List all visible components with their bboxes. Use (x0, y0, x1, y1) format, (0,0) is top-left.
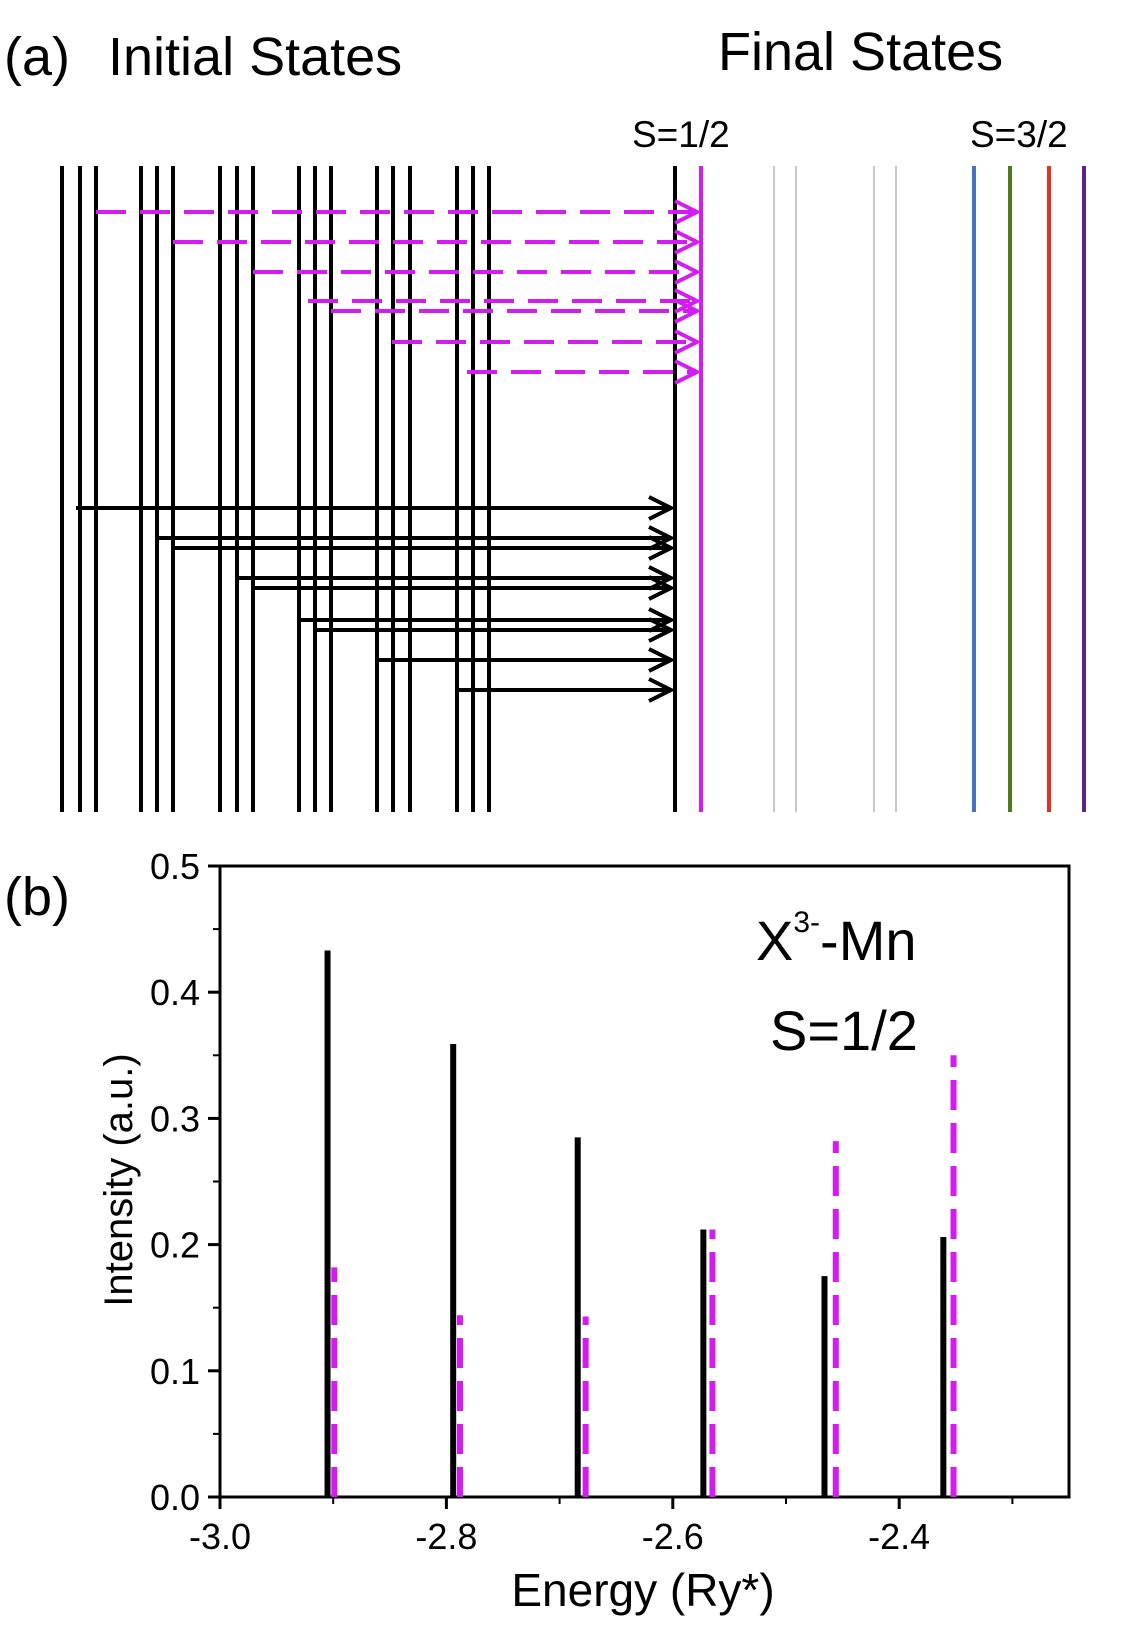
dashed-transition-arrow (467, 359, 702, 385)
species-annotation: X3--Mn (756, 906, 917, 972)
y-axis-label: Intensity (a.u.) (97, 1053, 141, 1306)
x-tick-label: -2.8 (415, 1516, 477, 1557)
solid-transition-arrow (299, 607, 676, 633)
axes-ticks: 0.0 0.1 0.2 0.3 0.4 0.5 -3.0 -2.8 -2.6 -2.4 (150, 846, 1014, 1557)
transition-arrows (76, 199, 702, 703)
x-tick-label: -2.6 (642, 1516, 704, 1557)
dashed-transition-arrow (173, 229, 702, 255)
y-tick-label: 0.0 (150, 1477, 200, 1518)
panel-a-level-diagram: (a) Initial States Final States S=1/2 S=… (4, 22, 1086, 812)
solid-transition-arrow (253, 575, 676, 601)
dashed-transition-arrow (392, 329, 702, 355)
y-tick-label: 0.2 (150, 1225, 200, 1266)
panel-b-spectrum: (b) 0.0 0.1 0.2 0.3 0.4 0.5 -3.0 -2.8 -2.6 -2.4 I… (4, 846, 1071, 1616)
x-tick-label: -2.4 (868, 1516, 930, 1557)
panel-b-label: (b) (4, 867, 70, 927)
y-tick-label: 0.5 (150, 846, 200, 887)
solid-transition-arrow (377, 647, 676, 673)
y-tick-label: 0.4 (150, 972, 200, 1013)
solid-transition-arrow (157, 525, 676, 551)
dashed-transition-arrow (308, 288, 702, 314)
y-tick-label: 0.1 (150, 1351, 200, 1392)
solid-transition-arrow (76, 495, 676, 521)
spin-three-half-label: S=3/2 (970, 114, 1068, 155)
solid-transition-arrow (173, 535, 676, 561)
panel-a-label: (a) (4, 27, 70, 87)
x-axis-label: Energy (Ry*) (511, 1564, 774, 1616)
solid-transition-arrow (315, 617, 676, 643)
y-tick-label: 0.3 (150, 1098, 200, 1139)
species-suffix: -Mn (820, 909, 916, 972)
spin-half-label: S=1/2 (632, 114, 730, 155)
solid-transition-arrow (237, 565, 676, 591)
dashed-transition-arrow (331, 298, 702, 324)
final-states-title: Final States (718, 22, 1003, 82)
spin-annotation: S=1/2 (770, 999, 918, 1062)
solid-transition-arrow (457, 677, 676, 703)
initial-states-title: Initial States (108, 27, 402, 87)
species-charge: 3- (793, 906, 820, 939)
dashed-transition-arrow (96, 199, 702, 225)
x-tick-label: -3.0 (189, 1516, 251, 1557)
energy-levels (60, 166, 1086, 812)
spectral-lines (324, 950, 957, 1497)
dashed-transition-arrow (253, 259, 702, 285)
species-base: X (756, 909, 793, 972)
